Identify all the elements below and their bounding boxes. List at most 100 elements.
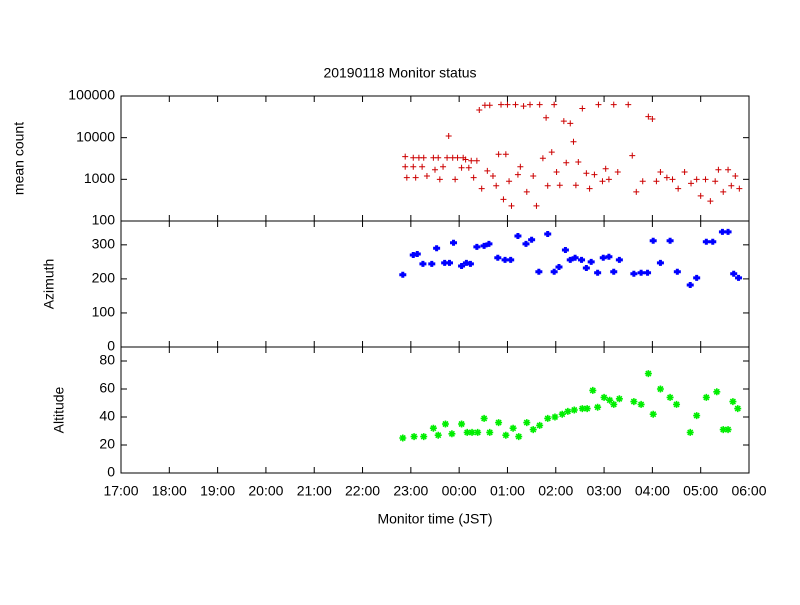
data-point bbox=[606, 396, 614, 404]
x-tick-label: 20:00 bbox=[248, 483, 283, 499]
x-tick-label: 03:00 bbox=[587, 483, 622, 499]
data-point bbox=[410, 433, 418, 441]
data-point bbox=[572, 182, 579, 189]
data-point bbox=[673, 268, 681, 275]
y-axis-label: Altitude bbox=[51, 386, 67, 433]
data-point bbox=[512, 101, 519, 108]
data-point bbox=[553, 168, 560, 175]
data-point bbox=[594, 269, 602, 276]
data-point bbox=[465, 164, 472, 171]
data-point bbox=[712, 178, 719, 185]
y-tick-label: 10000 bbox=[76, 128, 115, 144]
data-point bbox=[420, 154, 427, 161]
data-point bbox=[530, 173, 537, 180]
data-point bbox=[533, 202, 540, 209]
y-tick-label: 300 bbox=[92, 236, 116, 252]
data-point bbox=[720, 188, 727, 195]
data-point bbox=[686, 282, 694, 289]
data-point bbox=[645, 113, 652, 120]
data-point bbox=[582, 264, 590, 271]
x-tick-label: 06:00 bbox=[731, 483, 766, 499]
data-point bbox=[500, 196, 507, 203]
data-point bbox=[666, 237, 674, 244]
data-point bbox=[448, 430, 456, 438]
data-point bbox=[587, 258, 595, 265]
data-point bbox=[697, 192, 704, 199]
data-point bbox=[610, 268, 618, 275]
data-point bbox=[506, 178, 513, 185]
data-point bbox=[399, 434, 407, 442]
data-point bbox=[450, 239, 458, 246]
data-point bbox=[480, 242, 488, 249]
data-point bbox=[428, 260, 436, 267]
x-tick-label: 05:00 bbox=[683, 483, 718, 499]
data-point bbox=[432, 166, 438, 173]
data-point bbox=[686, 428, 694, 436]
data-point bbox=[570, 406, 578, 414]
data-point bbox=[474, 428, 482, 436]
data-point bbox=[675, 185, 682, 192]
data-point bbox=[663, 174, 670, 181]
data-point bbox=[436, 176, 443, 183]
data-point bbox=[688, 180, 695, 187]
data-point bbox=[473, 243, 481, 250]
data-point bbox=[583, 405, 591, 413]
data-point bbox=[523, 188, 530, 195]
chart-title: 20190118 Monitor status bbox=[323, 65, 476, 81]
data-point bbox=[709, 238, 717, 245]
x-axis-label: Monitor time (JST) bbox=[377, 511, 492, 527]
data-point bbox=[560, 118, 567, 125]
data-point bbox=[644, 370, 652, 378]
data-point bbox=[527, 101, 534, 108]
data-point bbox=[728, 182, 735, 189]
data-point bbox=[735, 274, 743, 281]
data-point bbox=[570, 138, 577, 145]
data-point bbox=[522, 240, 530, 247]
data-point bbox=[563, 159, 570, 166]
data-point bbox=[514, 171, 521, 178]
data-point bbox=[419, 260, 427, 267]
data-point bbox=[579, 105, 586, 112]
data-point bbox=[605, 253, 613, 260]
data-point bbox=[463, 428, 471, 436]
data-point bbox=[535, 268, 543, 275]
data-point bbox=[595, 101, 602, 108]
data-point bbox=[610, 101, 617, 108]
data-point bbox=[653, 178, 660, 185]
data-point bbox=[413, 251, 421, 258]
data-point bbox=[544, 230, 552, 237]
data-point bbox=[589, 386, 597, 394]
data-point bbox=[615, 395, 623, 403]
x-tick-label: 22:00 bbox=[345, 483, 380, 499]
data-point bbox=[476, 107, 483, 114]
data-point bbox=[583, 170, 590, 177]
data-point bbox=[498, 101, 505, 108]
data-point bbox=[669, 176, 676, 183]
data-point bbox=[693, 274, 701, 281]
data-point bbox=[571, 254, 579, 261]
data-point bbox=[551, 101, 558, 108]
data-point bbox=[452, 176, 459, 183]
x-tick-label: 00:00 bbox=[442, 483, 477, 499]
y-tick-label: 80 bbox=[99, 352, 115, 368]
data-point bbox=[637, 269, 645, 276]
data-point bbox=[529, 426, 537, 434]
data-point bbox=[730, 270, 738, 277]
plot-frame bbox=[120, 346, 750, 474]
y-tick-label: 60 bbox=[99, 380, 115, 396]
x-tick-label: 17:00 bbox=[103, 483, 138, 499]
y-tick-label: 100 bbox=[92, 212, 116, 228]
data-point bbox=[656, 259, 664, 266]
data-point bbox=[600, 393, 608, 401]
data-point bbox=[630, 398, 638, 406]
data-point bbox=[444, 154, 451, 161]
data-point bbox=[528, 236, 536, 243]
data-point bbox=[502, 151, 509, 158]
data-point bbox=[445, 259, 453, 266]
data-point bbox=[462, 156, 469, 163]
data-point bbox=[508, 202, 515, 209]
data-point bbox=[507, 256, 515, 263]
data-point bbox=[732, 173, 739, 180]
data-point bbox=[515, 433, 523, 441]
data-point bbox=[715, 166, 722, 173]
